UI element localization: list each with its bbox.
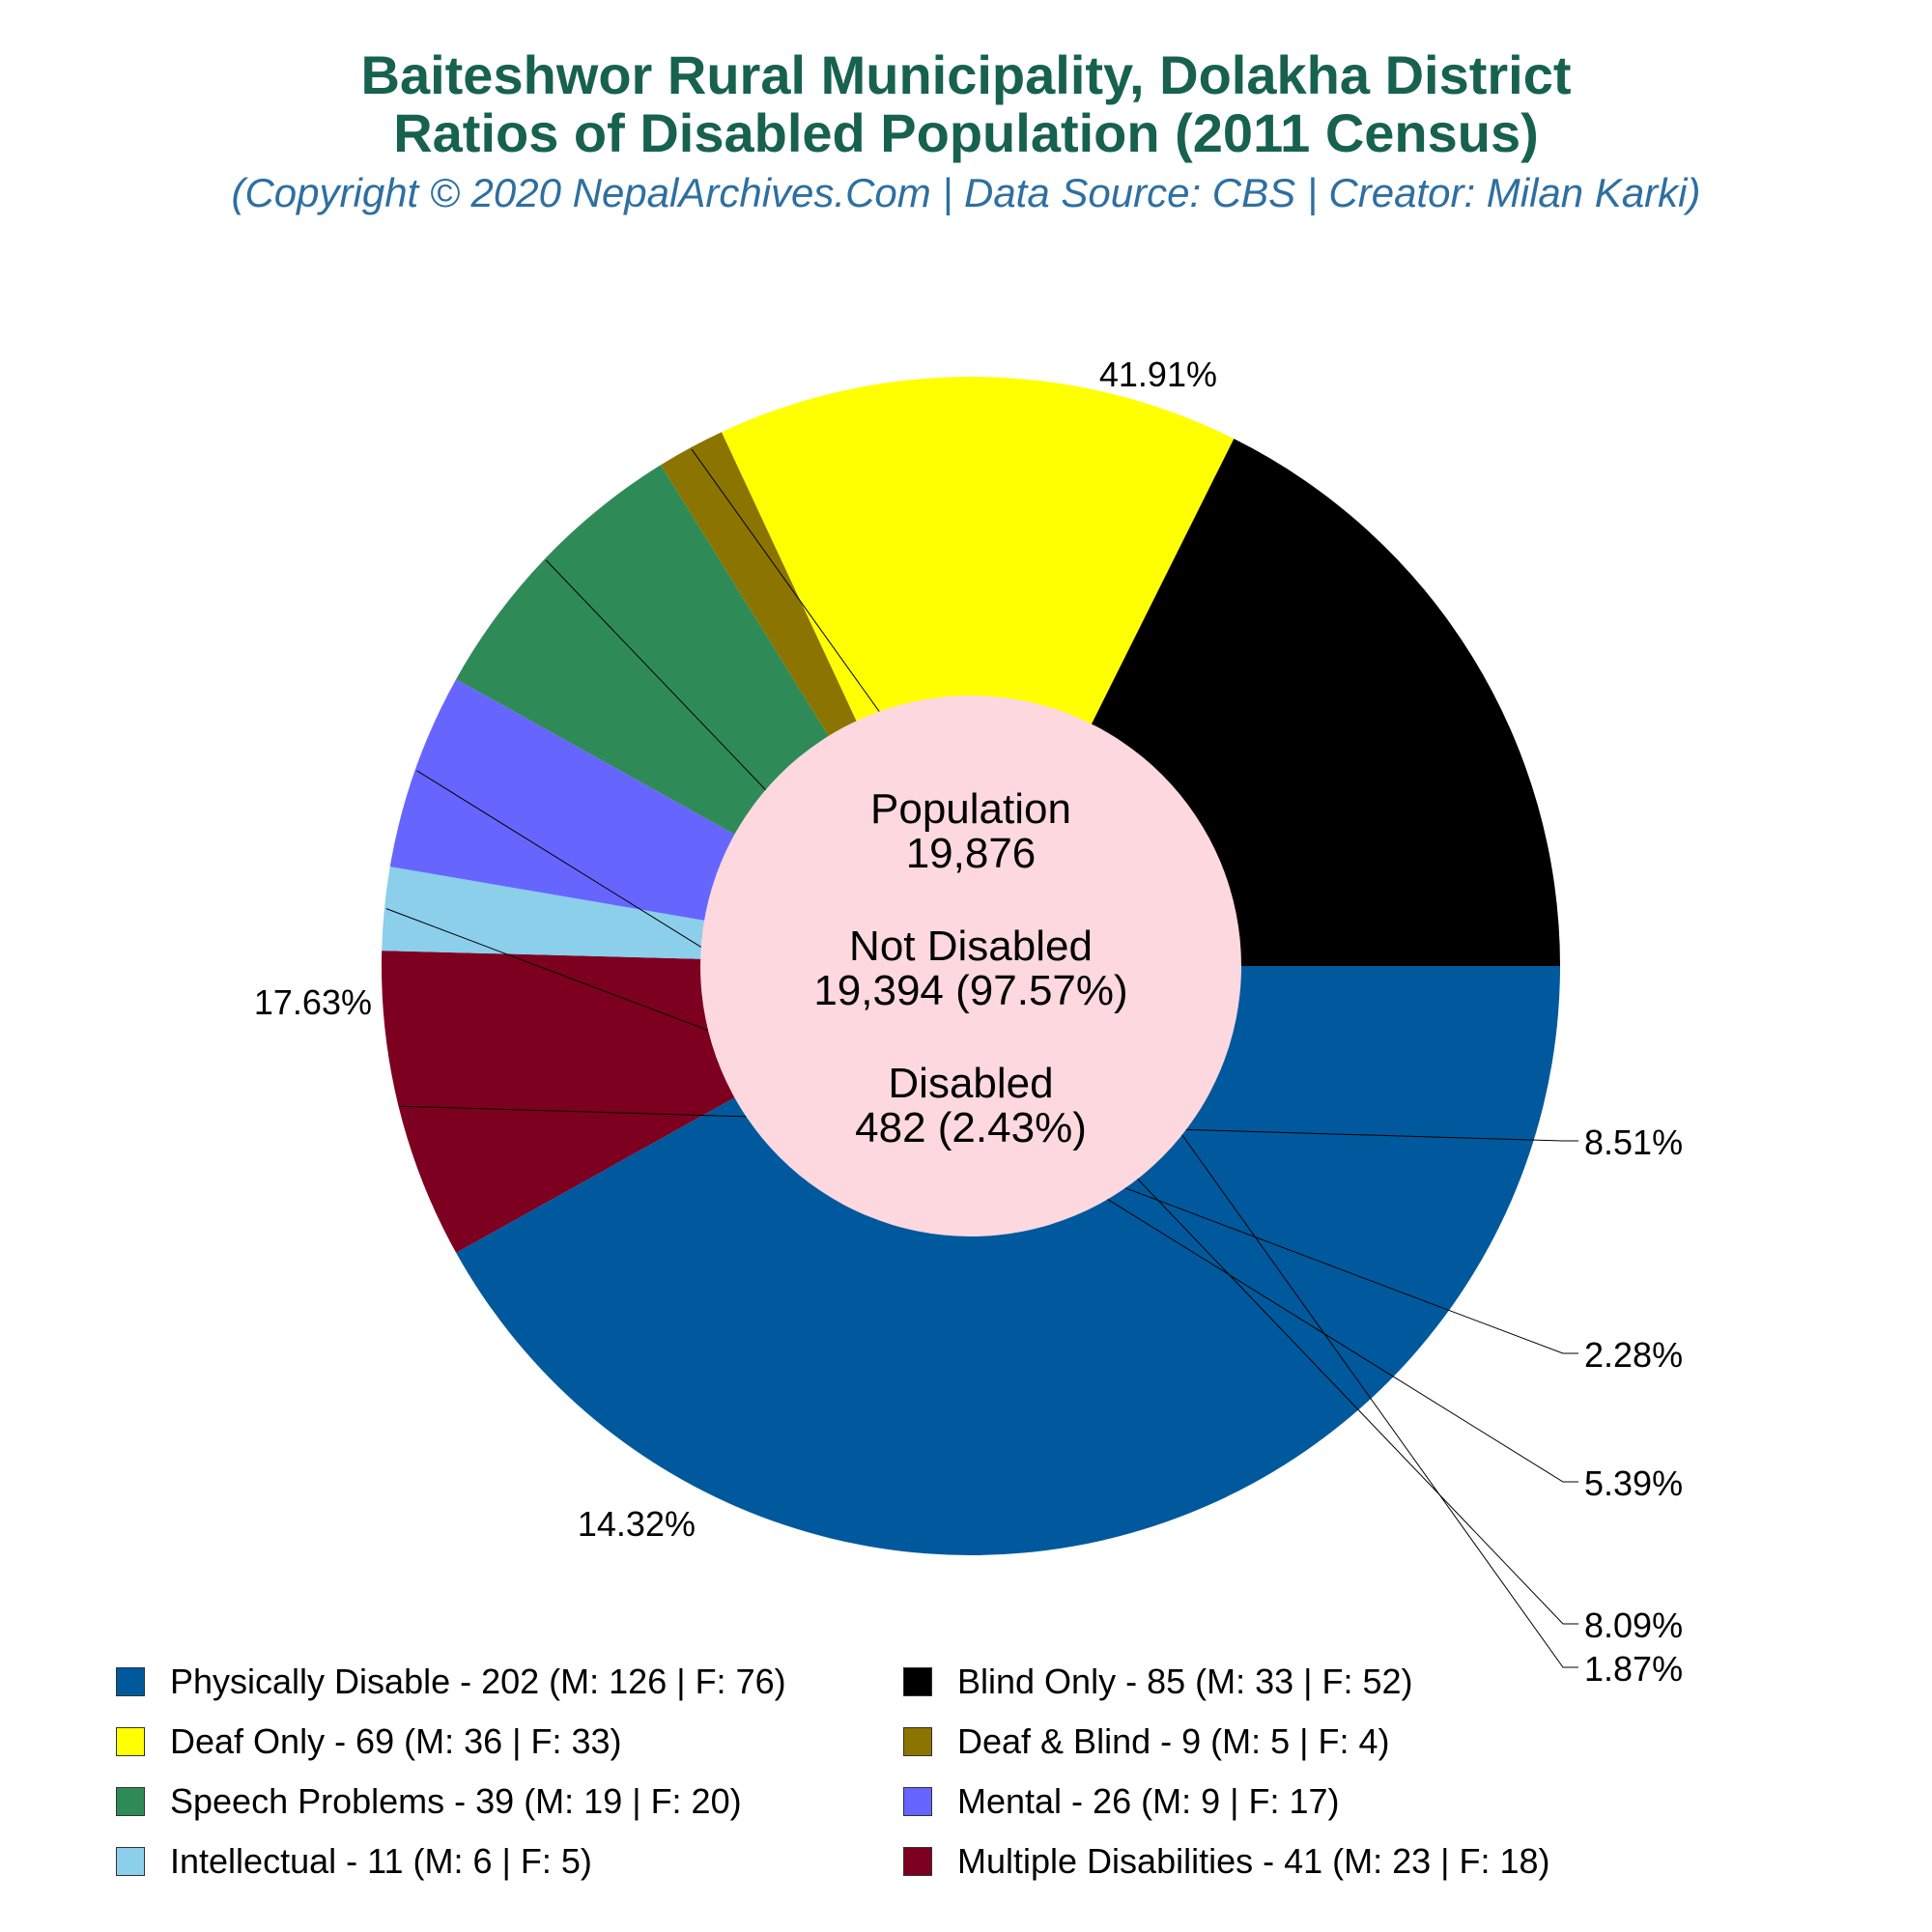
slice-deaf-only <box>722 376 1235 966</box>
legend-label: Deaf & Blind - 9 (M: 5 | F: 4) <box>957 1721 1390 1761</box>
center-population-value: 19,876 <box>906 830 1037 877</box>
percent-label-intellectual: 2.28% <box>1584 1335 1683 1375</box>
legend-swatch <box>116 1667 145 1696</box>
legend-item-blind-only: Blind Only - 85 (M: 33 | F: 52) <box>903 1662 1413 1702</box>
percent-label-deaf-and-blind: 1.87% <box>1584 1649 1683 1689</box>
center-population-label: Population <box>870 785 1071 833</box>
legend-swatch <box>116 1847 145 1876</box>
legend-label: Intellectual - 11 (M: 6 | F: 5) <box>170 1841 592 1881</box>
slice-physically-disable <box>456 966 1561 1556</box>
percent-label-deaf-only: 14.32% <box>578 1504 696 1544</box>
percent-label-mental: 5.39% <box>1584 1463 1683 1503</box>
percent-label-multiple-disabilities: 8.51% <box>1584 1122 1683 1162</box>
legend-label: Deaf Only - 69 (M: 36 | F: 33) <box>170 1721 622 1761</box>
legend-item-multiple-disabilities: Multiple Disabilities - 41 (M: 23 | F: 1… <box>903 1841 1550 1882</box>
percent-label-speech-problems: 8.09% <box>1584 1605 1683 1645</box>
center-circle <box>700 696 1241 1236</box>
legend-swatch <box>903 1727 932 1756</box>
legend-item-deaf-and-blind: Deaf & Blind - 9 (M: 5 | F: 4) <box>903 1721 1390 1762</box>
legend-item-deaf-only: Deaf Only - 69 (M: 36 | F: 33) <box>116 1721 622 1762</box>
legend: Physically Disable - 202 (M: 126 | F: 76… <box>0 1662 1932 1913</box>
chart-title-line-2: Ratios of Disabled Population (2011 Cens… <box>393 102 1539 163</box>
legend-swatch <box>116 1787 145 1816</box>
chart-title-line-1: Baiteshwor Rural Municipality, Dolakha D… <box>360 44 1572 105</box>
legend-item-intellectual: Intellectual - 11 (M: 6 | F: 5) <box>116 1841 592 1882</box>
legend-label: Physically Disable - 202 (M: 126 | F: 76… <box>170 1662 786 1701</box>
legend-item-mental: Mental - 26 (M: 9 | F: 17) <box>903 1781 1339 1822</box>
center-disabled-value: 482 (2.43%) <box>855 1104 1087 1151</box>
legend-label: Multiple Disabilities - 41 (M: 23 | F: 1… <box>957 1841 1550 1881</box>
center-not-disabled-value: 19,394 (97.57%) <box>813 967 1127 1014</box>
legend-item-physically-disable: Physically Disable - 202 (M: 126 | F: 76… <box>116 1662 786 1702</box>
legend-label: Blind Only - 85 (M: 33 | F: 52) <box>957 1662 1413 1701</box>
center-not-disabled-label: Not Disabled <box>849 923 1093 970</box>
legend-swatch <box>903 1667 932 1696</box>
percent-label-physically-disable: 41.91% <box>1099 355 1217 394</box>
legend-swatch <box>903 1787 932 1816</box>
legend-item-speech-problems: Speech Problems - 39 (M: 19 | F: 20) <box>116 1781 742 1822</box>
legend-label: Speech Problems - 39 (M: 19 | F: 20) <box>170 1781 742 1821</box>
center-disabled-label: Disabled <box>888 1060 1053 1107</box>
legend-swatch <box>903 1847 932 1876</box>
legend-label: Mental - 26 (M: 9 | F: 17) <box>957 1781 1340 1821</box>
percent-label-blind-only: 17.63% <box>254 982 372 1022</box>
legend-swatch <box>116 1727 145 1756</box>
chart-subtitle: (Copyright © 2020 NepalArchives.Com | Da… <box>231 170 1701 215</box>
